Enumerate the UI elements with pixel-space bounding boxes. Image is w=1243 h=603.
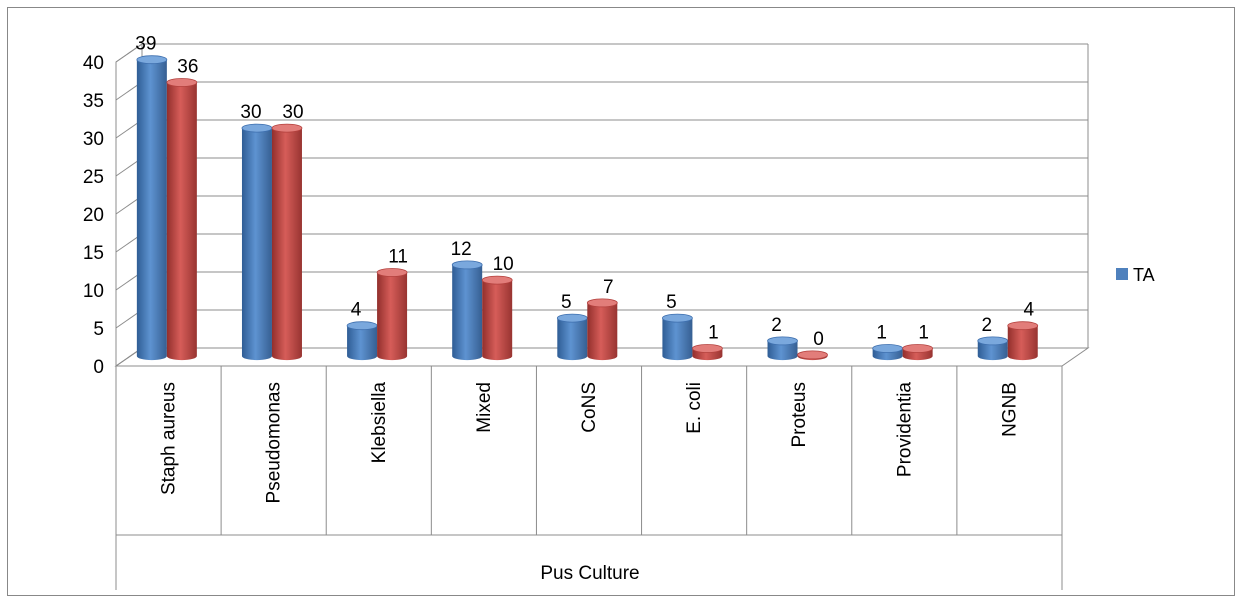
- bar: [451, 260, 483, 361]
- bar: [662, 313, 693, 361]
- bars: [136, 55, 1039, 361]
- bar-top: [136, 55, 168, 65]
- bar: [481, 275, 513, 361]
- y-tick-label: 10: [83, 281, 104, 302]
- y-tick-label: 5: [93, 319, 104, 340]
- x-tick-label: E. coli: [684, 382, 705, 434]
- y-tick-label: 25: [83, 167, 104, 188]
- bar-body: [166, 82, 197, 361]
- bar: [977, 336, 1009, 361]
- x-tick-label: Mixed: [474, 382, 495, 433]
- bar-top: [692, 344, 723, 353]
- bar: [136, 55, 168, 361]
- bar: [767, 336, 798, 361]
- data-label: 5: [666, 292, 677, 313]
- x-tick-label: Klebsiella: [369, 382, 390, 464]
- bar-body: [452, 264, 483, 361]
- data-label: 2: [771, 315, 782, 336]
- x-tick-label: Pseudomonas: [264, 382, 285, 503]
- bar-top: [977, 336, 1009, 346]
- x-tick-label: Providentia: [894, 382, 915, 477]
- bar-top: [767, 336, 798, 346]
- bar-top: [556, 313, 588, 323]
- legend-swatch-ta: [1116, 268, 1128, 280]
- bar: [902, 344, 934, 361]
- bar: [166, 78, 198, 361]
- bar-top: [1007, 321, 1039, 331]
- bar: [346, 321, 378, 361]
- y-tick-label: 20: [83, 205, 104, 226]
- data-label: 30: [240, 102, 261, 123]
- bar-body: [587, 302, 618, 361]
- bar-body: [662, 318, 693, 361]
- bar: [556, 313, 588, 361]
- bar-top: [586, 298, 618, 308]
- bar-top: [872, 344, 904, 353]
- bar-top: [902, 344, 934, 353]
- bar-top: [346, 321, 378, 331]
- y-tick-label: 30: [83, 129, 104, 150]
- bar-body: [136, 59, 167, 361]
- bar-body: [767, 340, 798, 361]
- x-tick-label: Proteus: [789, 382, 810, 447]
- x-axis-tick-labels: Staph aureus Pseudomonas Klebsiella Mixed Co…: [159, 382, 1021, 504]
- bar: [797, 350, 828, 361]
- y-axis-tick-labels: 0 5 10 15 20 25 30 35 40: [83, 53, 104, 378]
- x-axis-title: Pus Culture: [540, 563, 639, 584]
- data-label: 12: [451, 239, 472, 260]
- bar-top: [166, 78, 198, 87]
- y-tick-label: 40: [83, 53, 104, 74]
- y-tick-label: 0: [93, 357, 104, 378]
- bar-body: [241, 128, 272, 361]
- data-label: 39: [135, 34, 156, 55]
- data-label: 7: [603, 277, 614, 298]
- data-label: 1: [876, 323, 887, 344]
- data-label: 36: [177, 57, 198, 78]
- x-tick-label: Staph aureus: [159, 382, 180, 495]
- bar-body: [977, 340, 1008, 361]
- y-tick-label: 35: [83, 91, 104, 112]
- data-label: 1: [918, 323, 929, 344]
- bar-top: [662, 313, 693, 323]
- bar: [376, 268, 408, 361]
- bar-top: [241, 123, 273, 133]
- gridline: [115, 43, 1088, 63]
- bar-body: [347, 325, 378, 361]
- bar-body: [377, 272, 408, 361]
- bar-body: [271, 128, 302, 361]
- bar-body: [482, 280, 513, 361]
- data-label: 10: [493, 254, 514, 275]
- bar: [872, 344, 904, 361]
- bar-top: [481, 275, 513, 285]
- x-axis-category-table: [115, 366, 1063, 590]
- legend: TA: [1116, 265, 1155, 285]
- bar: [241, 123, 273, 361]
- bar-top: [451, 260, 483, 270]
- data-label: 11: [388, 247, 408, 268]
- legend-label-ta: TA: [1133, 265, 1155, 285]
- data-label: 5: [561, 292, 572, 313]
- x-tick-label: NGNB: [999, 382, 1020, 437]
- data-label: 1: [708, 323, 719, 344]
- bar: [271, 123, 303, 361]
- data-label: 30: [282, 102, 303, 123]
- bar-body: [1007, 325, 1038, 361]
- data-label: 4: [351, 300, 362, 321]
- bar: [586, 298, 618, 361]
- bar-top: [271, 123, 303, 133]
- bar: [1007, 321, 1039, 361]
- bar-top: [797, 350, 828, 360]
- bar: [692, 344, 723, 361]
- data-label: 4: [1023, 300, 1034, 321]
- x-tick-label: CoNS: [579, 382, 600, 433]
- chart-border: [7, 7, 1235, 596]
- data-label: 0: [813, 329, 824, 350]
- data-label: 2: [981, 315, 992, 336]
- y-tick-label: 15: [83, 243, 104, 264]
- bar-body: [557, 318, 588, 361]
- bar-top: [376, 268, 408, 277]
